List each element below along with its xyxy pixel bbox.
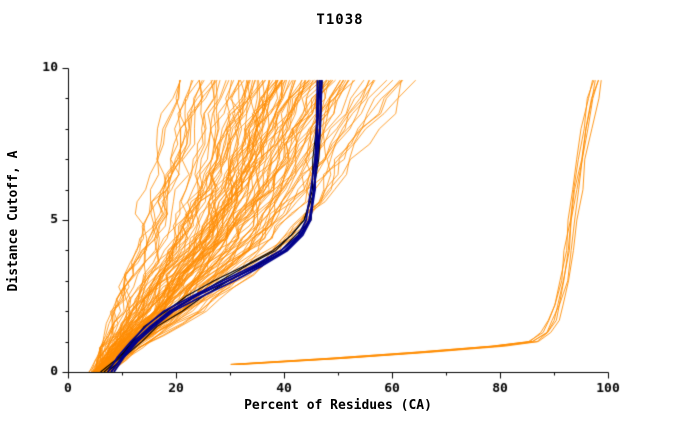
y-axis-label: Distance Cutoff, A <box>6 150 21 292</box>
chart-title: T1038 <box>316 12 364 28</box>
x-axis-label: Percent of Residues (CA) <box>244 398 432 413</box>
